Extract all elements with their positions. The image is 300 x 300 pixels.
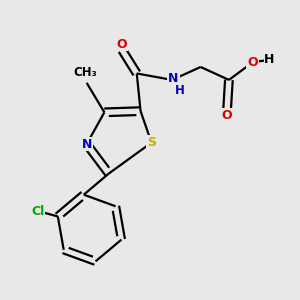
Text: CH₃: CH₃ xyxy=(73,66,97,79)
Text: N: N xyxy=(82,138,92,151)
Text: H: H xyxy=(264,53,275,66)
Text: O: O xyxy=(247,56,258,69)
Text: O: O xyxy=(117,38,127,50)
Text: O: O xyxy=(222,109,232,122)
Text: S: S xyxy=(147,136,156,149)
Text: H: H xyxy=(175,84,184,97)
Text: N: N xyxy=(168,72,179,85)
Text: Cl: Cl xyxy=(31,205,44,218)
